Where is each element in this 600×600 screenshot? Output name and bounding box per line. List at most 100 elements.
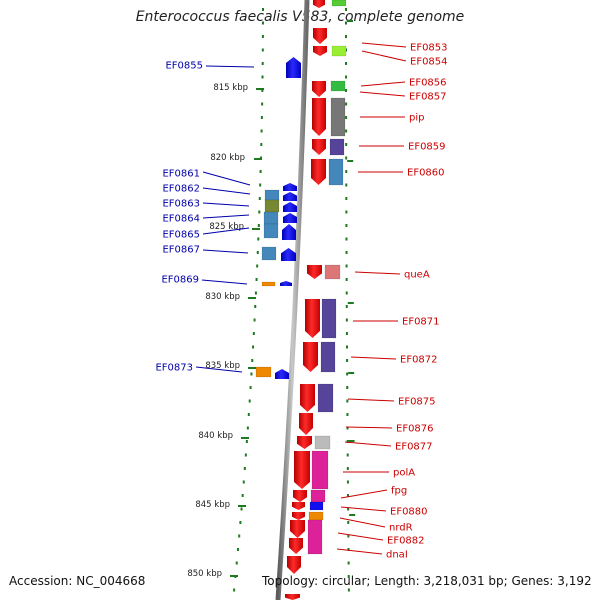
gene-label-pola: polA bbox=[393, 468, 415, 479]
gene-label-ef0854: EF0854 bbox=[410, 57, 448, 68]
outer-ring-dot bbox=[346, 426, 349, 430]
inner-ring-dot bbox=[246, 426, 249, 430]
kbp-tick-mark bbox=[252, 228, 260, 230]
gene-label-ef0875: EF0875 bbox=[398, 397, 436, 408]
inner-ring-dot bbox=[261, 8, 264, 11]
gene-arrow-forward bbox=[287, 556, 301, 574]
callout-line-left bbox=[205, 65, 255, 68]
outer-ring-dot bbox=[345, 224, 348, 227]
outer-ring-dot bbox=[346, 399, 349, 403]
cog-feature-boxes bbox=[255, 0, 347, 555]
inner-ring-dot bbox=[258, 197, 261, 200]
outer-ring-dot bbox=[345, 291, 348, 295]
inner-ring-dot bbox=[261, 89, 264, 92]
gene-arrow-forward bbox=[313, 0, 325, 8]
inner-ring-dot bbox=[260, 143, 263, 146]
kbp-tick-label: 830 kbp bbox=[205, 292, 240, 302]
callout-line-left bbox=[202, 202, 250, 207]
inner-ring-dot bbox=[261, 35, 264, 38]
inner-ring-dot bbox=[258, 210, 261, 214]
callout-line-right bbox=[354, 271, 401, 275]
callout-lines bbox=[195, 42, 407, 555]
callout-line-right bbox=[361, 50, 407, 62]
outer-ring-dash bbox=[347, 160, 354, 162]
outer-ring-dot bbox=[345, 62, 348, 65]
gene-arrow-reverse bbox=[282, 224, 296, 240]
outer-ring-dash bbox=[347, 302, 354, 304]
gene-label-nrdr: nrdR bbox=[389, 523, 413, 534]
inner-ring-dot bbox=[242, 480, 245, 484]
gene-label-ef0872: EF0872 bbox=[400, 355, 438, 366]
kbp-tick-mark bbox=[248, 297, 256, 299]
inner-ring-dot bbox=[239, 521, 242, 524]
kbp-tick-label: 820 kbp bbox=[210, 153, 245, 163]
kbp-tick-label: 835 kbp bbox=[205, 361, 240, 371]
inner-ring-dot bbox=[236, 548, 239, 551]
title: Enterococcus faecalis V583, complete gen… bbox=[135, 9, 465, 25]
cog-box bbox=[330, 80, 346, 92]
outer-ring-dot bbox=[345, 332, 348, 335]
outer-ring-dot bbox=[345, 197, 348, 200]
inner-ring-dot bbox=[252, 332, 255, 335]
outer-ring-dot bbox=[345, 210, 348, 214]
gene-arrow-forward bbox=[299, 413, 313, 435]
inner-ring-dot bbox=[256, 264, 259, 268]
outer-ring-dot bbox=[345, 102, 348, 106]
inner-ring-dot bbox=[261, 21, 264, 25]
gene-label-ef0861: EF0861 bbox=[162, 169, 200, 180]
gene-arrow-forward bbox=[305, 299, 320, 338]
kbp-tick-mark bbox=[248, 367, 256, 369]
outer-ring-dot bbox=[347, 588, 350, 592]
gene-label-ef0871: EF0871 bbox=[402, 317, 440, 328]
outer-ring-dot bbox=[345, 278, 348, 281]
cog-box bbox=[308, 511, 324, 521]
outer-ring-dot bbox=[347, 548, 350, 551]
outer-ring-dot bbox=[345, 156, 348, 160]
callout-line-left bbox=[195, 366, 243, 373]
callout-line-right bbox=[337, 532, 384, 541]
kbp-tick-label: 840 kbp bbox=[198, 431, 233, 441]
outer-ring-dot bbox=[345, 89, 348, 92]
inner-ring-dot bbox=[261, 75, 264, 79]
gene-arrow-forward bbox=[292, 512, 305, 520]
outer-ring-dot bbox=[345, 170, 348, 173]
gene-label-ef0876: EF0876 bbox=[396, 424, 434, 435]
gene-label-ef0864: EF0864 bbox=[162, 214, 200, 225]
kbp-tick-mark bbox=[254, 158, 262, 160]
inner-ring-dot bbox=[254, 291, 257, 295]
kbp-tick-mark bbox=[256, 88, 264, 90]
outer-ring-dot bbox=[345, 237, 348, 241]
outer-ring-dot bbox=[347, 534, 350, 538]
gene-arrow-reverse bbox=[275, 369, 289, 379]
outer-ring-dot bbox=[347, 561, 350, 565]
gene-arrow-forward bbox=[313, 46, 327, 56]
cog-box bbox=[321, 298, 337, 339]
outer-ring-dot bbox=[345, 116, 348, 119]
outer-ring-dot bbox=[347, 494, 350, 497]
outer-ring-dot bbox=[346, 359, 349, 362]
outer-ring-dash bbox=[348, 440, 355, 442]
outer-ring-dot bbox=[345, 8, 348, 11]
gene-label-ef0877: EF0877 bbox=[395, 442, 433, 453]
outer-ring-dot bbox=[347, 575, 350, 578]
inner-ring-dot bbox=[247, 413, 250, 416]
outer-ring-dot bbox=[346, 440, 349, 443]
dotted-rings bbox=[233, 8, 356, 592]
gene-labels: EF0853 EF0854 EF0856 EF0857 pip EF0859 EF0860 q… bbox=[155, 43, 447, 561]
callout-line-right bbox=[347, 398, 395, 402]
gene-arrow-forward bbox=[292, 502, 305, 510]
cog-box bbox=[264, 199, 280, 213]
cog-box bbox=[264, 189, 280, 201]
kbp-scale: 815 kbp 820 kbp 825 kbp 830 kbp 835 kbp 840 k… bbox=[187, 83, 264, 579]
cog-box bbox=[261, 246, 277, 261]
inner-ring-dot bbox=[260, 129, 263, 133]
outer-ring-dot bbox=[346, 386, 349, 389]
callout-line-left bbox=[201, 279, 248, 285]
gene-arrow-reverse bbox=[283, 183, 297, 191]
cog-box bbox=[331, 0, 347, 7]
inner-ring-dot bbox=[241, 494, 244, 497]
inner-ring-dot bbox=[235, 561, 238, 565]
outer-ring-dot bbox=[346, 453, 349, 457]
callout-line-left bbox=[202, 187, 251, 195]
cog-box bbox=[309, 501, 324, 511]
